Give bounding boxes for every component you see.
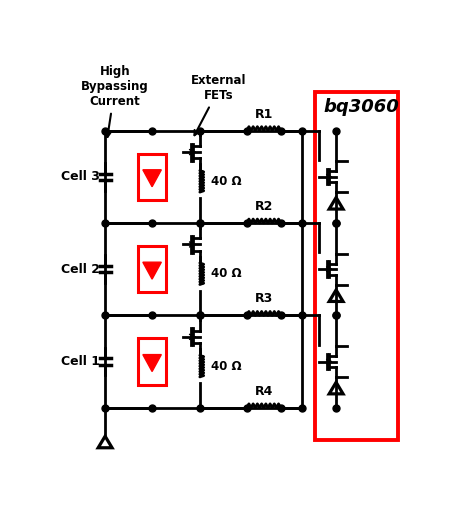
Text: R4: R4	[255, 385, 273, 397]
Bar	[138, 338, 166, 384]
Bar	[138, 246, 166, 292]
Polygon shape	[143, 170, 161, 187]
Text: R1: R1	[255, 108, 273, 120]
Text: Cell 1: Cell 1	[61, 355, 100, 368]
Text: Cell 2: Cell 2	[61, 263, 100, 276]
Text: External
FETs: External FETs	[191, 74, 247, 135]
Bar	[315, 92, 399, 440]
Polygon shape	[143, 262, 161, 279]
Text: bq3060: bq3060	[324, 98, 400, 116]
Text: 40 Ω: 40 Ω	[211, 175, 241, 188]
Polygon shape	[143, 355, 161, 371]
Text: R2: R2	[255, 200, 273, 213]
Bar	[138, 154, 166, 200]
Text: 40 Ω: 40 Ω	[211, 360, 241, 373]
Text: R3: R3	[255, 292, 273, 305]
Text: High
Bypassing
Current: High Bypassing Current	[81, 65, 149, 137]
Text: 40 Ω: 40 Ω	[211, 267, 241, 280]
Text: Cell 3: Cell 3	[61, 170, 100, 183]
